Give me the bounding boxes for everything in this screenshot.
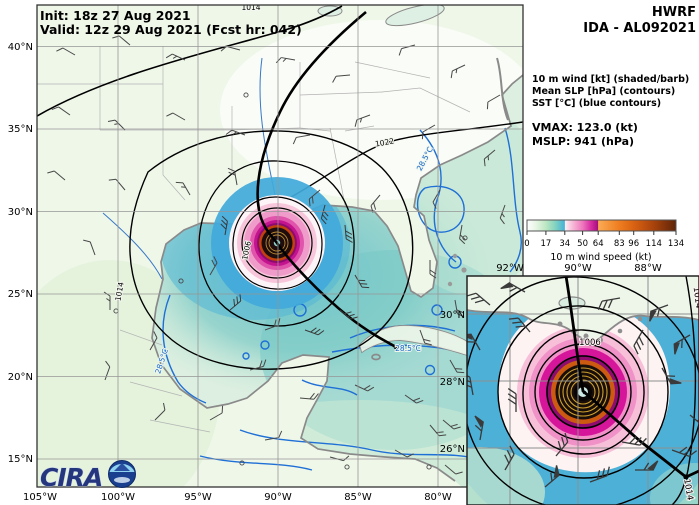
- colorbar-gradient: [526, 219, 677, 232]
- inset-frame: [466, 275, 699, 505]
- slp-label-1022: 1022: [374, 136, 395, 148]
- lat-label-20n: 20°N: [8, 372, 33, 383]
- lon-label-90w: 90°W: [264, 492, 292, 503]
- field-desc-slp: Mean SLP [hPa] (contours): [532, 86, 675, 97]
- lat-label-25n: 25°N: [8, 289, 33, 300]
- slp-label-1014-west: 1014: [113, 281, 125, 302]
- cira-logo-badge: [108, 460, 136, 488]
- inset-tint-sw: [467, 447, 545, 505]
- cira-logo: CIRA: [40, 460, 136, 493]
- cb-tick-83: 83: [614, 239, 625, 249]
- lat-label-15n: 15°N: [8, 454, 33, 465]
- bahamas-islands: [447, 253, 467, 287]
- lat-label-30n: 30°N: [8, 207, 33, 218]
- cb-tick-34: 34: [559, 239, 570, 249]
- cb-tick-96: 96: [628, 239, 639, 249]
- chesapeake-bay: [496, 57, 509, 121]
- mslp-value: MSLP: 941 (hPa): [532, 135, 634, 148]
- colorbar-ticks: [526, 231, 677, 235]
- colorbar: 0 17 34 50 64 83 96 114 134 10 m wind sp…: [524, 219, 684, 263]
- cb-tick-17: 17: [540, 239, 551, 249]
- cb-tick-0: 0: [524, 239, 529, 249]
- slp-label-1014-top: 1014: [241, 3, 260, 12]
- inset-lat-28n: 28°N: [440, 377, 465, 388]
- inset-land: [467, 276, 699, 341]
- main-grid: [37, 5, 523, 487]
- lon-label-100w: 100°W: [101, 492, 135, 503]
- inset-slp-label-1006: 1006: [579, 338, 601, 348]
- inset-lon-92w: 92°W: [496, 263, 524, 274]
- land-tint-southeast: [220, 20, 523, 200]
- inset-map: 1006 1014 1014: [467, 276, 699, 505]
- main-map-frame: [36, 4, 524, 488]
- cb-tick-134: 134: [668, 239, 684, 249]
- info-panel: 10 m wind [kt] (shaded/barb) Mean SLP [h…: [532, 74, 689, 148]
- sst-label-cuba: 28.5°C: [395, 344, 421, 353]
- inset-lat-30n: 30°N: [440, 310, 465, 321]
- inset-axis-labels: 92°W 90°W 88°W 30°N 28°N 26°N: [440, 263, 662, 455]
- lat-label-35n: 35°N: [8, 124, 33, 135]
- state-borders: [37, 46, 471, 433]
- cb-tick-50: 50: [577, 239, 588, 249]
- cira-logo-text: CIRA: [40, 463, 102, 492]
- rio-grande-river: [102, 212, 163, 280]
- inset-slp-label-1014-b: 1014: [681, 478, 695, 501]
- cb-tick-64: 64: [593, 239, 604, 249]
- storm-id: IDA - AL092021: [583, 21, 696, 36]
- lon-label-85w: 85°W: [344, 492, 372, 503]
- inset-lon-88w: 88°W: [634, 263, 662, 274]
- vmax-value: VMAX: 123.0 (kt): [532, 121, 638, 134]
- lon-label-95w: 95°W: [184, 492, 212, 503]
- lon-label-105w: 105°W: [23, 492, 57, 503]
- field-desc-sst: SST [°C] (blue contours): [532, 98, 661, 109]
- inset-marsh-islands: [557, 316, 643, 343]
- lake-erie: [385, 5, 445, 27]
- lat-label-40n: 40°N: [8, 42, 33, 53]
- init-time: Init: 18z 27 Aug 2021: [40, 8, 191, 23]
- inset-lat-26n: 26°N: [440, 444, 465, 455]
- colorbar-title: 10 m wind speed (kt): [550, 252, 651, 263]
- lon-label-80w: 80°W: [424, 492, 452, 503]
- valid-time: Valid: 12z 29 Aug 2021 (Fcst hr: 042): [40, 22, 302, 37]
- cuba-land: [360, 325, 467, 355]
- model-name: HWRF: [652, 5, 696, 20]
- main-map: 1014 1022 1014 1006 28.5°C 28.5°C 28.5°C: [37, 3, 523, 487]
- storm-track-inset: [564, 276, 699, 480]
- field-desc-wind: 10 m wind [kt] (shaded/barb): [532, 74, 689, 85]
- inset-slp-contours: [467, 276, 699, 505]
- inset-lon-90w: 90°W: [564, 263, 592, 274]
- main-axis-labels: 40°N 35°N 30°N 25°N 20°N 15°N 105°W 100°…: [8, 42, 452, 503]
- cb-tick-114: 114: [646, 239, 662, 249]
- inset-slp-label-1014-a: 1014: [691, 286, 699, 309]
